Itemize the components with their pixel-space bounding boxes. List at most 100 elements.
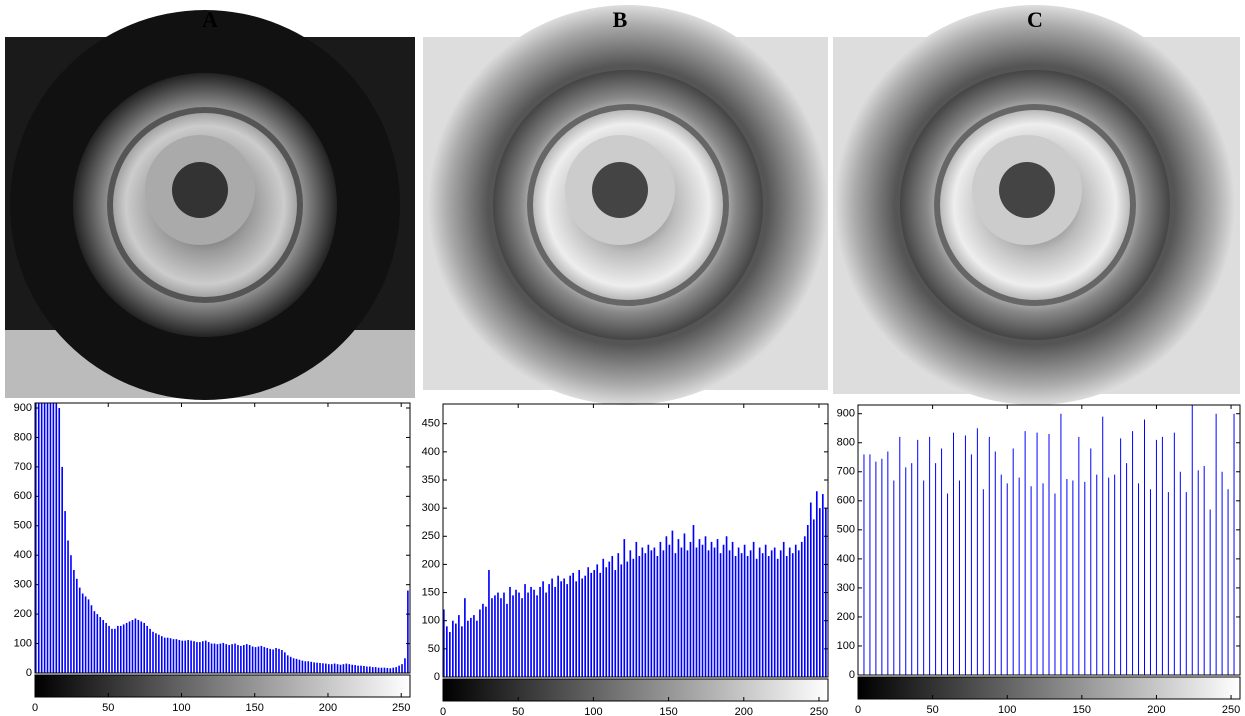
y-tick-label: 700 bbox=[14, 461, 32, 473]
bar bbox=[325, 663, 327, 673]
bar bbox=[58, 408, 61, 673]
bar bbox=[158, 634, 160, 673]
bar bbox=[40, 403, 43, 673]
bar bbox=[201, 641, 204, 673]
bar bbox=[216, 644, 219, 673]
bar bbox=[61, 466, 63, 673]
y-tick-label: 0 bbox=[434, 671, 440, 683]
bar bbox=[407, 590, 409, 673]
bar bbox=[240, 645, 242, 673]
x-tick-label: 200 bbox=[735, 706, 753, 716]
bar bbox=[389, 668, 392, 673]
bar bbox=[140, 621, 143, 673]
bar bbox=[743, 544, 746, 677]
bar bbox=[374, 667, 377, 673]
bar bbox=[713, 547, 716, 677]
x-tick-label: 250 bbox=[392, 702, 410, 714]
bar bbox=[316, 662, 318, 673]
bar bbox=[551, 578, 553, 677]
bar bbox=[731, 541, 734, 677]
bar bbox=[800, 541, 803, 677]
image-a bbox=[5, 10, 415, 400]
bar bbox=[692, 525, 695, 677]
x-tick-label: 0 bbox=[855, 704, 861, 716]
bar bbox=[590, 572, 593, 677]
y-tick-label: 400 bbox=[422, 446, 440, 458]
bar bbox=[494, 595, 496, 677]
plot-area bbox=[443, 491, 827, 677]
bar bbox=[461, 626, 463, 677]
bar bbox=[545, 592, 547, 677]
bar bbox=[327, 664, 330, 673]
bar bbox=[641, 547, 644, 677]
plot-frame bbox=[857, 404, 1241, 676]
bar bbox=[605, 567, 608, 677]
bar bbox=[797, 550, 800, 677]
bar bbox=[647, 544, 650, 677]
bar bbox=[443, 609, 445, 677]
bar bbox=[93, 611, 96, 673]
bar bbox=[560, 581, 562, 677]
y-tick-label: 500 bbox=[14, 520, 32, 532]
bar bbox=[620, 564, 623, 677]
bar bbox=[105, 622, 107, 673]
bar bbox=[779, 550, 782, 677]
bar bbox=[196, 642, 198, 673]
bar bbox=[319, 662, 321, 673]
plot-area bbox=[35, 403, 409, 673]
bar bbox=[677, 539, 680, 677]
bar bbox=[770, 550, 773, 677]
bar bbox=[377, 667, 380, 673]
bar bbox=[575, 581, 577, 677]
bar bbox=[458, 615, 460, 677]
bar bbox=[506, 603, 508, 677]
bar bbox=[342, 664, 345, 673]
bar bbox=[184, 640, 187, 673]
bar bbox=[87, 599, 90, 673]
bar bbox=[530, 586, 532, 677]
bar bbox=[330, 664, 333, 673]
bar bbox=[78, 587, 81, 673]
bar bbox=[527, 592, 529, 677]
bar bbox=[175, 639, 178, 673]
bar bbox=[37, 403, 40, 673]
bar bbox=[629, 550, 632, 677]
bar bbox=[746, 555, 749, 677]
bar bbox=[43, 403, 46, 673]
bar bbox=[689, 541, 692, 677]
bar bbox=[52, 403, 55, 673]
y-tick-label: 300 bbox=[422, 502, 440, 514]
bar bbox=[269, 648, 271, 673]
bar bbox=[333, 663, 336, 673]
bar bbox=[257, 646, 260, 673]
bar bbox=[360, 665, 362, 673]
y-tick-label: 200 bbox=[422, 558, 440, 570]
bar bbox=[656, 555, 659, 677]
bar bbox=[470, 617, 472, 677]
bar bbox=[219, 643, 222, 673]
bar bbox=[683, 533, 686, 677]
bar bbox=[479, 609, 481, 677]
bar bbox=[225, 644, 228, 673]
bar bbox=[515, 589, 517, 677]
bar bbox=[172, 639, 175, 673]
bar bbox=[767, 555, 770, 677]
x-tick-label: 150 bbox=[246, 702, 264, 714]
bar bbox=[638, 555, 641, 677]
bar bbox=[155, 633, 157, 673]
bar bbox=[497, 592, 499, 677]
bar bbox=[452, 620, 454, 677]
bar bbox=[593, 570, 596, 677]
bar bbox=[476, 620, 478, 677]
bar bbox=[761, 553, 764, 677]
bar bbox=[686, 550, 689, 677]
x-tick-label: 100 bbox=[584, 706, 602, 716]
bar bbox=[310, 661, 313, 673]
bar bbox=[599, 572, 602, 677]
bar bbox=[482, 603, 484, 677]
bar bbox=[650, 550, 653, 677]
bar bbox=[76, 578, 78, 673]
bar bbox=[503, 592, 505, 677]
bar bbox=[701, 544, 704, 677]
colorbar bbox=[34, 674, 411, 698]
